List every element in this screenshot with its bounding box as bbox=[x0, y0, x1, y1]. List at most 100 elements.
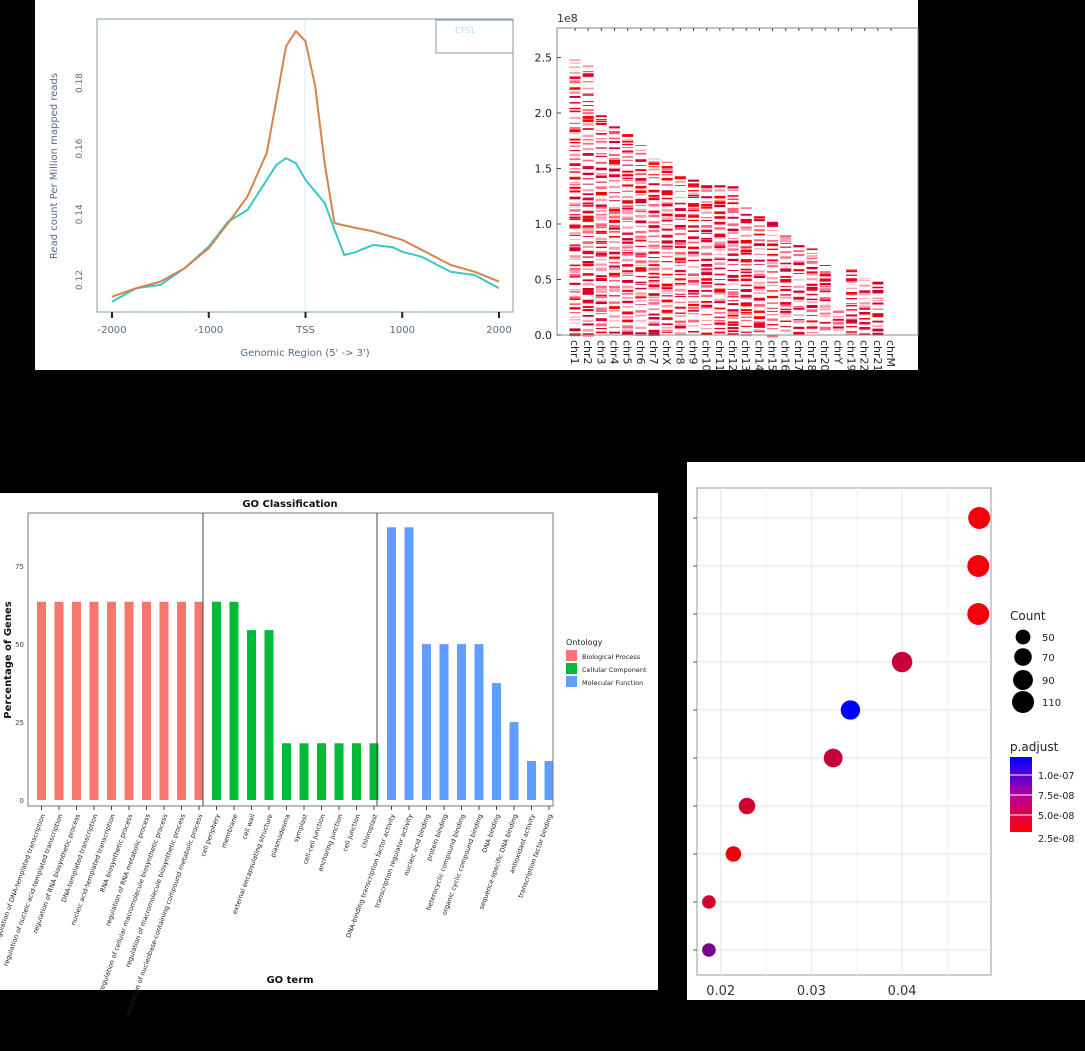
peak-stripe bbox=[661, 309, 673, 313]
peak-stripe bbox=[569, 102, 581, 104]
legend-swatch bbox=[566, 676, 577, 687]
bar bbox=[37, 601, 46, 800]
peak-stripe bbox=[622, 332, 634, 336]
peak-stripe bbox=[569, 296, 581, 300]
peak-stripe bbox=[688, 259, 700, 262]
peak-stripe bbox=[688, 230, 700, 232]
peak-stripe bbox=[688, 205, 700, 207]
peak-stripe bbox=[819, 273, 831, 277]
size-legend-label: 110 bbox=[1042, 698, 1061, 709]
peak-stripe bbox=[701, 289, 713, 292]
peak-stripe bbox=[622, 331, 634, 334]
peak-stripe bbox=[635, 165, 647, 166]
peak-stripe bbox=[688, 266, 700, 268]
data-point bbox=[968, 506, 991, 530]
peak-stripe bbox=[622, 174, 634, 177]
peak-stripe bbox=[701, 229, 713, 233]
peak-stripe bbox=[688, 209, 700, 212]
peak-stripe bbox=[767, 262, 779, 265]
peak-stripe bbox=[674, 274, 686, 275]
peak-stripe bbox=[753, 331, 765, 333]
peak-stripe bbox=[780, 279, 792, 283]
peak-stripe bbox=[753, 233, 765, 236]
chrom-label: chr1 bbox=[568, 340, 581, 365]
peak-stripe bbox=[727, 195, 739, 197]
peak-stripe bbox=[727, 189, 739, 191]
y-tick-label: 2.5 bbox=[535, 52, 553, 65]
peak-stripe bbox=[635, 185, 647, 189]
bar bbox=[89, 601, 99, 800]
peak-stripe bbox=[793, 245, 805, 248]
peak-stripe bbox=[819, 306, 831, 308]
chrom-label: chr22 bbox=[858, 340, 871, 372]
peak-stripe bbox=[846, 287, 858, 289]
peak-stripe bbox=[635, 190, 647, 194]
peak-stripe bbox=[569, 239, 581, 240]
peak-stripe bbox=[661, 217, 673, 221]
peak-stripe bbox=[635, 296, 647, 299]
peak-stripe bbox=[767, 223, 779, 226]
peak-stripe bbox=[595, 277, 607, 281]
peak-stripe bbox=[609, 168, 621, 172]
peak-stripe bbox=[740, 294, 752, 297]
x-tick-label: -2000 bbox=[97, 325, 126, 336]
peak-stripe bbox=[569, 282, 581, 285]
peak-stripe bbox=[595, 230, 607, 233]
peak-stripe bbox=[740, 264, 752, 266]
peak-stripe bbox=[609, 295, 621, 297]
peak-stripe bbox=[767, 265, 779, 268]
peak-stripe bbox=[582, 172, 594, 176]
peak-stripe bbox=[661, 184, 673, 186]
peak-stripe bbox=[661, 161, 673, 163]
peak-stripe bbox=[569, 95, 581, 98]
peak-stripe bbox=[780, 255, 792, 258]
peak-stripe bbox=[661, 292, 673, 294]
peak-stripe bbox=[661, 242, 673, 244]
peak-stripe bbox=[622, 245, 634, 247]
peak-stripe bbox=[569, 107, 581, 110]
peak-stripe bbox=[609, 141, 621, 144]
peak-stripe bbox=[648, 241, 660, 243]
peak-stripe bbox=[635, 314, 647, 317]
peak-stripe bbox=[661, 331, 673, 333]
peak-stripe bbox=[674, 272, 686, 274]
peak-stripe bbox=[767, 290, 779, 292]
peak-stripe bbox=[753, 275, 765, 279]
peak-stripe bbox=[661, 213, 673, 217]
peak-stripe bbox=[622, 306, 634, 308]
peak-stripe bbox=[780, 288, 792, 291]
peak-stripe bbox=[582, 287, 594, 291]
peak-stripe bbox=[701, 225, 713, 228]
peak-stripe bbox=[714, 245, 726, 249]
peak-stripe bbox=[582, 74, 594, 77]
peak-stripe bbox=[622, 202, 634, 204]
peak-stripe bbox=[674, 242, 686, 246]
bar bbox=[422, 644, 431, 800]
peak-stripe bbox=[674, 323, 686, 327]
peak-stripe bbox=[846, 325, 858, 328]
peak-stripe bbox=[622, 147, 634, 148]
x-tick-label: -1000 bbox=[194, 325, 223, 336]
peak-stripe bbox=[648, 296, 660, 298]
peak-stripe bbox=[648, 189, 660, 193]
peak-stripe bbox=[740, 250, 752, 253]
peak-stripe bbox=[582, 120, 594, 123]
peak-stripe bbox=[648, 286, 660, 290]
peak-stripe bbox=[661, 192, 673, 196]
peak-stripe bbox=[740, 271, 752, 274]
peak-stripe bbox=[753, 281, 765, 284]
peak-stripe bbox=[688, 274, 700, 276]
peak-stripe bbox=[569, 267, 581, 271]
peak-stripe bbox=[688, 179, 700, 182]
peak-stripe bbox=[609, 126, 621, 129]
peak-stripe bbox=[622, 316, 634, 319]
peak-stripe bbox=[674, 315, 686, 317]
peak-stripe bbox=[595, 323, 607, 327]
peak-stripe bbox=[806, 309, 818, 313]
peak-stripe bbox=[753, 289, 765, 291]
peak-stripe bbox=[622, 179, 634, 181]
peak-stripe bbox=[674, 227, 686, 231]
peak-stripe bbox=[780, 276, 792, 278]
peak-stripe bbox=[661, 173, 673, 176]
tss-profile-chart: -2000 -1000 TSS 1000 2000 0.12 0.14 0.16 0.18 Ge… bbox=[49, 18, 514, 359]
